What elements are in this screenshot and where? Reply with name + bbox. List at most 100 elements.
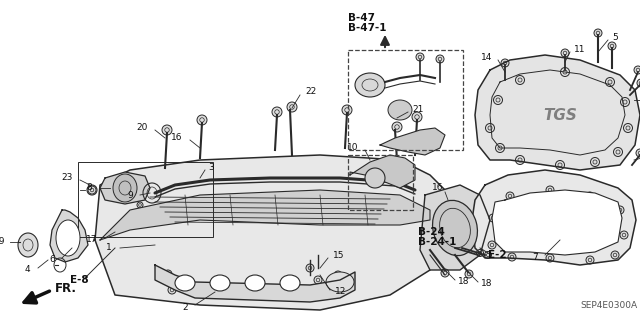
Ellipse shape (245, 275, 265, 291)
Text: 18: 18 (458, 278, 470, 286)
Ellipse shape (515, 155, 525, 165)
Ellipse shape (561, 68, 570, 77)
Text: B-24: B-24 (418, 227, 445, 237)
Ellipse shape (501, 59, 509, 67)
Ellipse shape (611, 251, 619, 259)
Ellipse shape (508, 253, 516, 261)
Text: FR.: FR. (55, 283, 77, 295)
Ellipse shape (616, 206, 624, 214)
Ellipse shape (515, 76, 525, 85)
Text: 20: 20 (136, 123, 148, 132)
Ellipse shape (623, 123, 632, 132)
Ellipse shape (113, 174, 137, 202)
Text: 21: 21 (412, 106, 424, 115)
Ellipse shape (637, 79, 640, 87)
Ellipse shape (338, 287, 346, 295)
Bar (348, 50, 463, 150)
Polygon shape (50, 210, 88, 262)
Polygon shape (475, 55, 640, 170)
Text: TGS: TGS (543, 108, 577, 122)
Ellipse shape (433, 200, 477, 256)
Ellipse shape (272, 107, 282, 117)
Ellipse shape (594, 29, 602, 37)
Text: 23: 23 (61, 174, 73, 182)
Text: 2: 2 (182, 302, 188, 311)
Polygon shape (492, 190, 622, 255)
Polygon shape (380, 128, 445, 155)
Ellipse shape (397, 199, 403, 205)
Ellipse shape (441, 269, 449, 277)
Text: 11: 11 (574, 46, 586, 55)
Text: 16: 16 (170, 133, 182, 143)
Text: 9: 9 (127, 191, 133, 201)
Text: 7: 7 (532, 254, 538, 263)
Text: 17: 17 (86, 235, 97, 244)
Ellipse shape (210, 275, 230, 291)
Ellipse shape (267, 194, 273, 200)
Ellipse shape (137, 202, 143, 208)
Text: 15: 15 (333, 250, 344, 259)
Ellipse shape (412, 112, 422, 122)
Text: 10: 10 (346, 144, 358, 152)
Ellipse shape (287, 102, 297, 112)
Bar (78, 162, 213, 237)
Ellipse shape (56, 220, 80, 256)
Ellipse shape (342, 105, 352, 115)
Ellipse shape (280, 275, 300, 291)
Ellipse shape (18, 233, 38, 257)
Ellipse shape (608, 42, 616, 50)
Text: 3: 3 (208, 164, 214, 173)
Ellipse shape (436, 55, 444, 63)
Ellipse shape (605, 78, 614, 86)
Text: 18: 18 (481, 279, 493, 288)
Text: E-8: E-8 (70, 275, 88, 285)
Ellipse shape (422, 212, 428, 218)
Ellipse shape (175, 275, 195, 291)
Polygon shape (155, 265, 355, 302)
Ellipse shape (334, 271, 342, 279)
Ellipse shape (306, 264, 314, 272)
Ellipse shape (416, 53, 424, 61)
Ellipse shape (314, 276, 322, 284)
Ellipse shape (326, 272, 354, 292)
Ellipse shape (556, 160, 564, 169)
Ellipse shape (337, 194, 343, 200)
Bar (348, 155, 413, 210)
Text: SEP4E0300A: SEP4E0300A (580, 300, 637, 309)
Text: 12: 12 (335, 287, 346, 296)
Ellipse shape (484, 251, 492, 258)
Ellipse shape (489, 214, 497, 222)
Text: 16: 16 (431, 183, 443, 192)
Ellipse shape (477, 249, 483, 256)
Ellipse shape (88, 186, 96, 194)
Ellipse shape (586, 192, 594, 200)
Ellipse shape (591, 158, 600, 167)
Polygon shape (95, 155, 445, 310)
Ellipse shape (197, 197, 203, 203)
Text: 5: 5 (612, 33, 618, 42)
Polygon shape (420, 185, 490, 270)
Text: 19: 19 (0, 238, 5, 247)
Ellipse shape (495, 144, 504, 152)
Ellipse shape (614, 147, 623, 157)
Ellipse shape (162, 125, 172, 135)
Text: 6: 6 (49, 256, 55, 264)
Ellipse shape (546, 254, 554, 262)
Text: 8: 8 (86, 183, 92, 192)
Ellipse shape (561, 49, 569, 57)
Ellipse shape (586, 256, 594, 264)
Polygon shape (100, 190, 430, 240)
Ellipse shape (392, 122, 402, 132)
Ellipse shape (546, 186, 554, 194)
Ellipse shape (168, 286, 176, 294)
Polygon shape (100, 172, 150, 204)
Ellipse shape (620, 231, 628, 239)
Text: B-47: B-47 (348, 13, 375, 23)
Ellipse shape (376, 161, 384, 169)
Ellipse shape (486, 123, 495, 132)
Ellipse shape (388, 100, 412, 120)
Text: E-2: E-2 (488, 250, 507, 260)
Ellipse shape (493, 95, 502, 105)
Text: 22: 22 (305, 87, 316, 97)
Ellipse shape (164, 270, 172, 278)
